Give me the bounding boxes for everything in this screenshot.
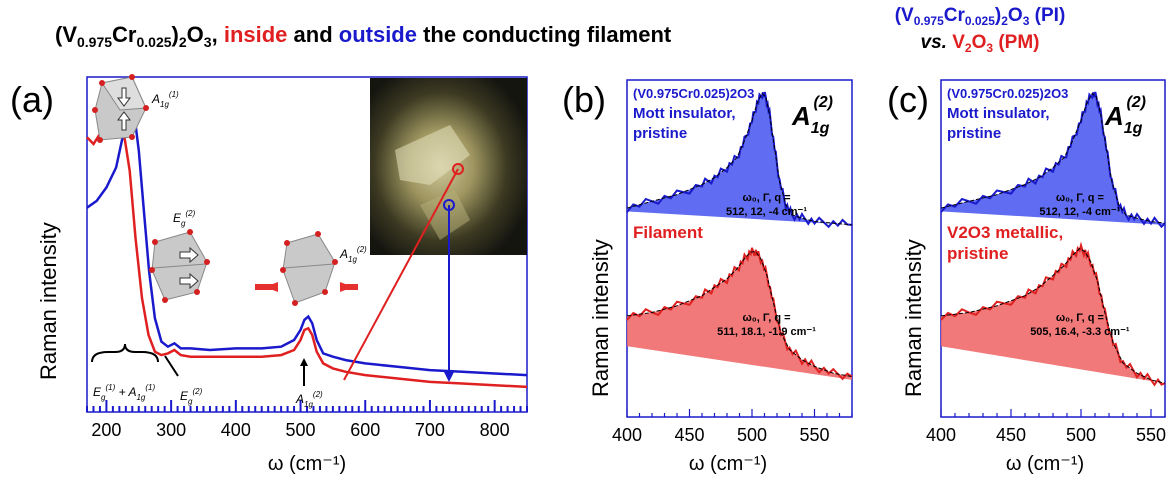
big-mode-label: A1g(2) (791, 94, 833, 137)
annot-a1g1-crystal: A1g(1) (151, 90, 179, 109)
data-line-1 (626, 247, 853, 381)
fit-param-label: 505, 16.4, -3.3 cm⁻¹ (1030, 326, 1130, 338)
title-part: outside (339, 22, 417, 47)
title-part: 0.025 (137, 34, 172, 50)
outside-arrowhead (444, 372, 454, 382)
x-tick-label: 600 (350, 420, 380, 440)
title-part: 2 (179, 34, 187, 50)
panel-b-xlabel: ω (cm⁻¹) (689, 453, 767, 475)
title-part: ) (172, 22, 179, 47)
right-header-line1: (V0.975Cr0.025)2O3 (PI) (895, 5, 1066, 28)
title-part: O (187, 22, 204, 47)
annot-a1g2-crystal: A1g(2) (339, 245, 367, 264)
right-header: (V0.975Cr0.025)2O3 (PI) vs. V2O3 (PM) (895, 5, 1066, 55)
panel-label-c: (c) (887, 79, 929, 120)
title-part: inside (224, 22, 288, 47)
x-tick-label: 500 (286, 420, 316, 440)
fit-param-label: ω₀, Γ, q = (742, 192, 790, 204)
inside-marker (452, 163, 464, 175)
x-tick-label: 400 (926, 425, 956, 445)
x-tick-label: 450 (674, 425, 704, 445)
title-part: and (287, 22, 338, 47)
fit-param-label: ω₀, Γ, q = (1056, 192, 1104, 204)
title-part: 0.975 (77, 34, 112, 50)
panel-c-x-axis: 400 450 500 550 (926, 409, 1166, 445)
fit-area-0 (941, 93, 1165, 225)
big-mode-label: A1g(2) (1104, 94, 1146, 137)
panel-c-series: ω₀, Γ, q = 512, 12, -4 cm⁻¹ (V0.975Cr0.025… (940, 86, 1166, 387)
title-part: 3 (204, 34, 212, 50)
title-part: the conducting filament (417, 22, 672, 47)
x-tick-label: 550 (1136, 425, 1166, 445)
a1g2-arrowhead (300, 358, 308, 366)
x-tick-label: 400 (612, 425, 642, 445)
series-label: Filament (633, 223, 703, 242)
fit-line-1 (626, 251, 853, 378)
x-tick-label: 550 (799, 425, 829, 445)
fit-area-1 (941, 248, 1165, 384)
fit-param-label: 512, 12, -4 cm⁻¹ (726, 206, 807, 218)
inside-connector (343, 168, 459, 381)
x-tick-label: 700 (415, 420, 445, 440)
panel-a-xlabel: ω (cm⁻¹) (268, 453, 346, 475)
panel-a-x-axis: 200 300 400 500 600 700 800 (86, 400, 528, 440)
x-tick-label: 200 (91, 420, 121, 440)
fit-param-label: ω₀, Γ, q = (1056, 312, 1104, 324)
series-label: Mott insulator, (947, 105, 1050, 122)
annot-a1g2: A1g(2) (295, 390, 323, 409)
fit-line-1 (940, 247, 1166, 384)
x-tick-label: 400 (221, 420, 251, 440)
panel-label-a: (a) (10, 79, 54, 120)
data-line-0 (626, 91, 853, 229)
right-header-line2: vs. V2O3 (PM) (921, 32, 1040, 55)
title-part: Cr (112, 22, 137, 47)
series-label: pristine (947, 244, 1008, 263)
x-tick-label: 800 (480, 420, 510, 440)
crystal-eg2 (149, 229, 210, 303)
annot-eg2: Eg(2) (180, 387, 203, 406)
panel-c-xlabel: ω (cm⁻¹) (1006, 453, 1084, 475)
panel-b-x-axis: 400 450 500 550 (612, 409, 853, 445)
eg2-arrow (164, 355, 179, 377)
fit-param-label: 511, 18.1, -1.9 cm⁻¹ (717, 326, 816, 338)
fit-area-0 (627, 93, 852, 225)
annot-eg1-a1g1: Eg(1) + A1g(1) (93, 383, 156, 402)
crystal-a1g1 (92, 74, 149, 143)
series-label: pristine (947, 125, 1001, 142)
figure-title: (V0.975Cr0.025)2O3, inside and outside t… (55, 22, 672, 50)
fit-param-label: 512, 12, -4 cm⁻¹ (1039, 206, 1120, 218)
panel-c-ylabel: Raman intensity (901, 239, 926, 397)
annot-eg2-crystal: Eg(2) (173, 209, 196, 228)
x-tick-label: 500 (737, 425, 767, 445)
x-tick-label: 500 (1066, 425, 1096, 445)
series-label: (V0.975Cr0.025)2O3 (947, 86, 1068, 101)
series-label: pristine (633, 125, 687, 142)
fit-line-0 (626, 92, 853, 226)
series-label: (V0.975Cr0.025)2O3 (633, 86, 754, 101)
panel-label-b: (b) (562, 79, 606, 120)
title-part: (V (55, 22, 77, 47)
panel-b-ylabel: Raman intensity (588, 239, 613, 397)
x-tick-label: 300 (156, 420, 186, 440)
series-label: Mott insulator, (633, 105, 736, 122)
panel-b-series: ω₀, Γ, q = 512, 12, -4 cm⁻¹ (V0.975Cr0.025… (626, 86, 853, 381)
x-tick-label: 450 (996, 425, 1026, 445)
crystal-a1g2 (255, 231, 358, 306)
fit-area-1 (627, 251, 852, 380)
title-part: , (212, 22, 224, 47)
eg1-a1g1-brace (91, 343, 159, 363)
outside-marker (443, 199, 455, 211)
fit-line-0 (940, 92, 1166, 224)
data-line-0 (940, 91, 1166, 229)
series-label: V2O3 metallic, (947, 223, 1063, 242)
panel-a-ylabel: Raman intensity (36, 222, 61, 380)
fit-param-label: ω₀, Γ, q = (742, 312, 790, 324)
